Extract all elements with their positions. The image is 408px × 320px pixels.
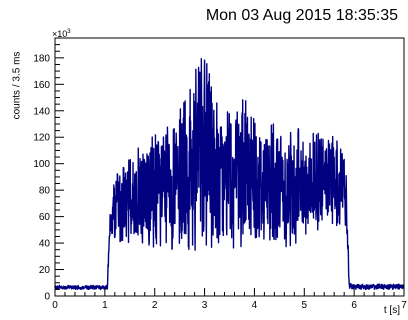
timestamp-label: Mon 03 Aug 2015 18:35:35 [205,7,398,24]
x-tick-label: 5 [302,300,308,311]
y-tick-label: 160 [33,80,50,91]
x-tick-label: 0 [52,300,58,311]
series-line-0 [54,57,405,291]
x-tick-label: 3 [202,300,208,311]
y-tick-label: 60 [39,212,51,223]
y-axis-label: counts / 3.5 ms [11,51,23,120]
y-tick-label: 80 [39,186,51,197]
plot-frame [54,37,405,297]
x-tick-label: 2 [152,300,158,311]
y-tick-label: 20 [39,265,51,276]
y-tick-label: 0 [44,292,50,303]
series-layer [54,57,405,291]
y-tick-label: 120 [33,133,50,144]
y-tick-label: 140 [33,106,50,117]
x-tick-label: 6 [351,300,357,311]
y-tick-label: 40 [39,239,51,250]
axis-layer: 0 1 2 3 4 5 6 7 0 20 40 60 80 100 120 140 160 180 [33,37,407,311]
x-axis-label: t [s] [383,305,400,316]
x-tick-label: 4 [252,300,258,311]
y-tick-label: 100 [33,159,50,170]
y-tick-label: 180 [33,53,50,64]
x-tick-label: 1 [102,300,108,311]
x-tick-label: 7 [401,300,407,311]
y-axis-multiplier: ×103 [52,29,71,39]
